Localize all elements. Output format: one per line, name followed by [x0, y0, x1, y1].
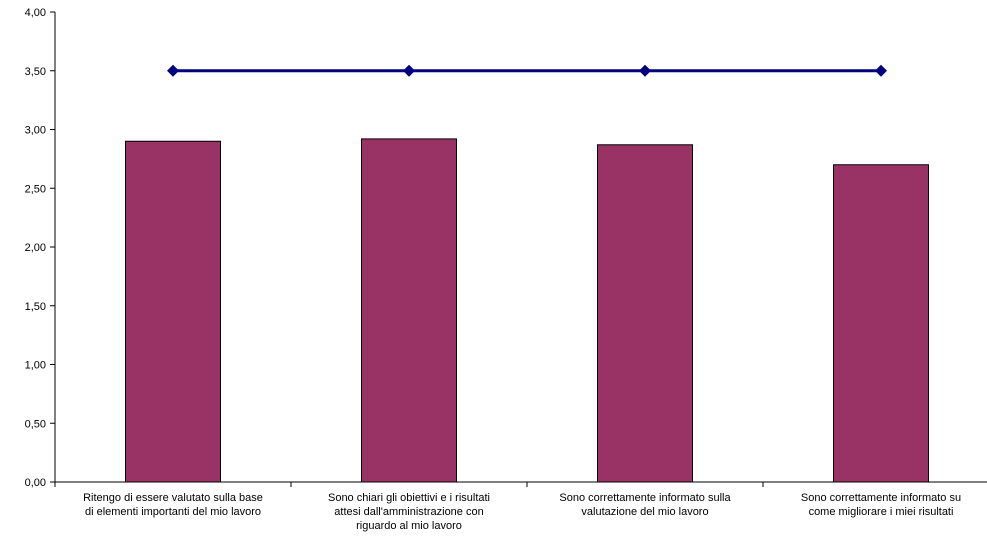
x-axis	[54, 481, 987, 487]
x-category-label: Sono chiari gli obiettivi e i risultati a…	[328, 492, 490, 532]
y-tick-label: 4,00	[25, 7, 46, 19]
bar	[361, 138, 457, 483]
line-point	[875, 64, 887, 77]
bar-series	[125, 138, 929, 483]
line-point	[639, 64, 651, 77]
y-tick-label: 3,00	[25, 125, 46, 137]
y-tick-label: 0,00	[25, 477, 46, 489]
y-axis: 0,00 0,50 1,00 1,50 2,00 2,50 3,00 3,50 4,00	[25, 7, 56, 489]
line-series	[167, 64, 887, 77]
y-tick-label: 2,00	[25, 242, 46, 254]
bar	[833, 164, 929, 483]
y-tick-label: 0,50	[25, 418, 46, 430]
x-category-label: Sono correttamente informato sulla valuta…	[559, 492, 731, 518]
y-tick-label: 1,50	[25, 301, 46, 313]
y-tick-label: 1,00	[25, 360, 46, 372]
y-tick-label: 2,50	[25, 183, 46, 195]
category-labels: Ritengo di essere valutato sulla base di …	[83, 492, 961, 532]
bar	[597, 144, 693, 483]
bar	[125, 140, 221, 483]
x-category-label: Sono correttamente informato su come migl…	[801, 492, 961, 518]
line-point	[403, 64, 415, 77]
x-category-label: Ritengo di essere valutato sulla base di …	[83, 492, 263, 518]
y-tick-label: 3,50	[25, 66, 46, 78]
line-point	[167, 64, 179, 77]
